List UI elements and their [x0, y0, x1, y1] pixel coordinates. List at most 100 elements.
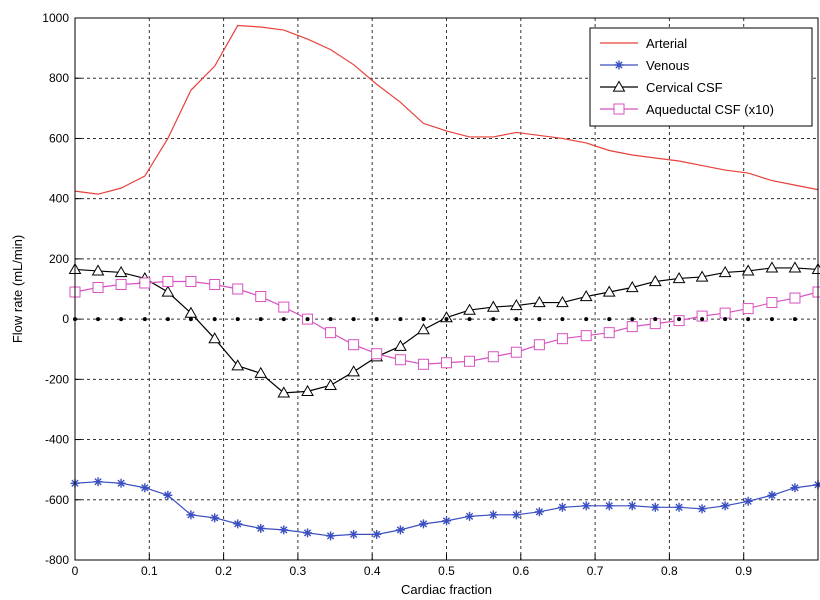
data-point — [788, 261, 802, 273]
marker-stroke — [373, 530, 381, 539]
data-point — [165, 317, 170, 322]
y-tick-label: -600 — [45, 493, 69, 507]
data-point — [188, 317, 193, 322]
data-point — [326, 531, 336, 541]
data-point — [603, 327, 615, 339]
data-point — [142, 317, 147, 322]
data-point — [463, 303, 476, 315]
data-point — [511, 510, 521, 520]
x-tick-label: 0.6 — [512, 564, 529, 578]
data-point — [790, 483, 800, 493]
data-point — [442, 516, 451, 526]
data-point — [374, 317, 379, 322]
data-point — [93, 477, 103, 487]
data-point — [556, 296, 569, 308]
data-point — [417, 358, 429, 370]
y-tick-label: 1000 — [42, 11, 69, 25]
data-point — [255, 291, 267, 303]
data-point — [653, 317, 658, 322]
data-point — [328, 317, 333, 322]
marker-stroke — [768, 491, 776, 499]
legend-box — [589, 27, 813, 127]
data-point — [677, 317, 682, 322]
marker-stroke — [187, 511, 195, 519]
data-point — [607, 317, 612, 322]
data-point — [421, 317, 426, 322]
data-point — [718, 265, 732, 278]
data-point — [349, 529, 359, 539]
data-point — [626, 321, 638, 333]
data-point — [537, 317, 542, 322]
y-tick-label: -800 — [45, 553, 69, 567]
data-point — [114, 265, 128, 278]
legend-entry: Aqueductal CSF (x10) — [600, 102, 774, 117]
data-point — [440, 311, 453, 323]
data-point — [742, 303, 754, 315]
marker-stroke — [117, 479, 125, 487]
data-point — [209, 278, 221, 290]
marker-stroke — [419, 520, 428, 528]
data-point — [418, 519, 428, 529]
marker-stroke — [605, 502, 613, 510]
data-point — [767, 490, 777, 500]
data-point — [441, 357, 452, 369]
data-point — [324, 378, 337, 390]
marker-stroke — [234, 520, 242, 528]
marker-stroke — [489, 511, 497, 519]
data-point — [303, 528, 313, 538]
series-zero-reference — [73, 317, 797, 322]
data-point — [233, 519, 243, 529]
data-point — [92, 281, 104, 293]
data-point — [556, 333, 568, 345]
data-point — [719, 307, 731, 319]
y-tick-label: 800 — [49, 71, 69, 85]
data-point — [672, 271, 686, 284]
data-point — [674, 502, 684, 512]
marker-stroke — [721, 502, 729, 510]
data-point — [348, 339, 360, 351]
data-point — [491, 317, 496, 322]
data-point — [254, 366, 268, 378]
data-point — [371, 348, 383, 360]
data-point — [162, 275, 174, 287]
data-point — [301, 384, 314, 397]
data-point — [398, 317, 403, 322]
data-point — [116, 478, 126, 488]
data-point — [695, 270, 709, 282]
marker-stroke — [465, 512, 474, 520]
y-tick-label: 0 — [62, 312, 69, 326]
data-point — [580, 330, 592, 342]
marker-stroke — [698, 505, 706, 513]
data-point — [467, 317, 472, 322]
marker-stroke — [211, 514, 219, 522]
data-point — [231, 359, 245, 371]
data-point — [256, 523, 266, 533]
marker-stroke — [651, 503, 659, 511]
data-point — [602, 285, 616, 297]
data-point — [557, 502, 567, 512]
marker-stroke — [164, 491, 172, 499]
data-point — [812, 286, 820, 298]
data-point — [235, 317, 240, 322]
data-point — [281, 317, 286, 322]
data-point — [278, 301, 290, 313]
data-point — [487, 351, 499, 363]
marker-stroke — [141, 484, 149, 492]
data-point — [743, 496, 753, 506]
legend-swatch-marker — [613, 103, 625, 115]
data-point — [351, 317, 356, 322]
legend: Arterial Venous Cervical CSF Aqueductal CSF… — [589, 27, 813, 127]
data-point — [486, 300, 500, 312]
marker-stroke — [628, 502, 636, 510]
x-tick-label: 0.1 — [141, 564, 158, 578]
data-point — [232, 283, 244, 295]
marker-stroke — [512, 511, 520, 519]
data-point — [372, 529, 382, 539]
data-point — [723, 317, 728, 322]
marker-stroke — [396, 526, 405, 534]
legend-entry: Venous — [600, 58, 690, 73]
data-point — [741, 264, 755, 276]
data-point — [625, 280, 639, 293]
series-arterial — [74, 24, 819, 195]
y-tick-label: 600 — [49, 131, 69, 145]
